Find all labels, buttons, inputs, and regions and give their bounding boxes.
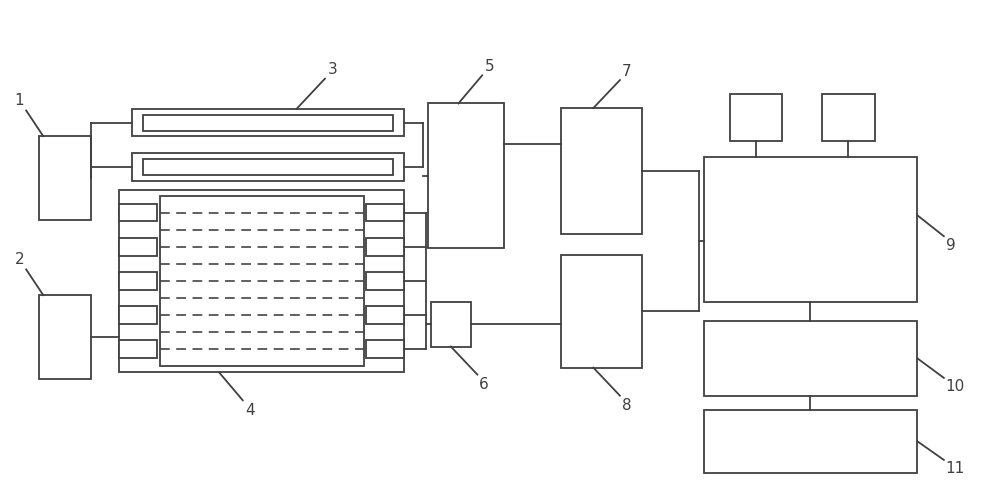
Bar (704, 321, 917, 395)
Bar (366, 238, 404, 256)
Bar (704, 157, 917, 302)
Text: 2: 2 (15, 252, 24, 267)
Bar (38, 295, 91, 379)
Text: 3: 3 (328, 62, 338, 77)
Bar (119, 204, 157, 222)
Bar (366, 306, 404, 324)
Bar (366, 272, 404, 290)
Bar (119, 340, 157, 358)
Bar (119, 190, 404, 372)
Text: 8: 8 (622, 398, 631, 413)
Text: 6: 6 (479, 377, 489, 392)
Bar (132, 153, 404, 181)
Bar (119, 238, 157, 256)
Bar (366, 340, 404, 358)
Text: 5: 5 (485, 59, 495, 74)
Bar (119, 306, 157, 324)
Bar (822, 94, 874, 141)
Text: 7: 7 (622, 64, 631, 79)
Text: 4: 4 (246, 403, 255, 418)
Text: 1: 1 (15, 93, 24, 108)
Bar (561, 108, 642, 234)
Bar (704, 410, 917, 473)
Text: 9: 9 (946, 238, 956, 253)
Bar (561, 255, 642, 368)
Bar (132, 109, 404, 136)
Bar (431, 302, 471, 347)
Bar (143, 159, 393, 175)
Bar (428, 103, 504, 248)
Bar (119, 272, 157, 290)
Bar (730, 94, 782, 141)
Bar (143, 114, 393, 131)
Text: 11: 11 (946, 461, 965, 476)
Bar (366, 204, 404, 222)
Bar (38, 136, 91, 220)
Text: 10: 10 (946, 379, 965, 394)
Bar (160, 196, 364, 366)
